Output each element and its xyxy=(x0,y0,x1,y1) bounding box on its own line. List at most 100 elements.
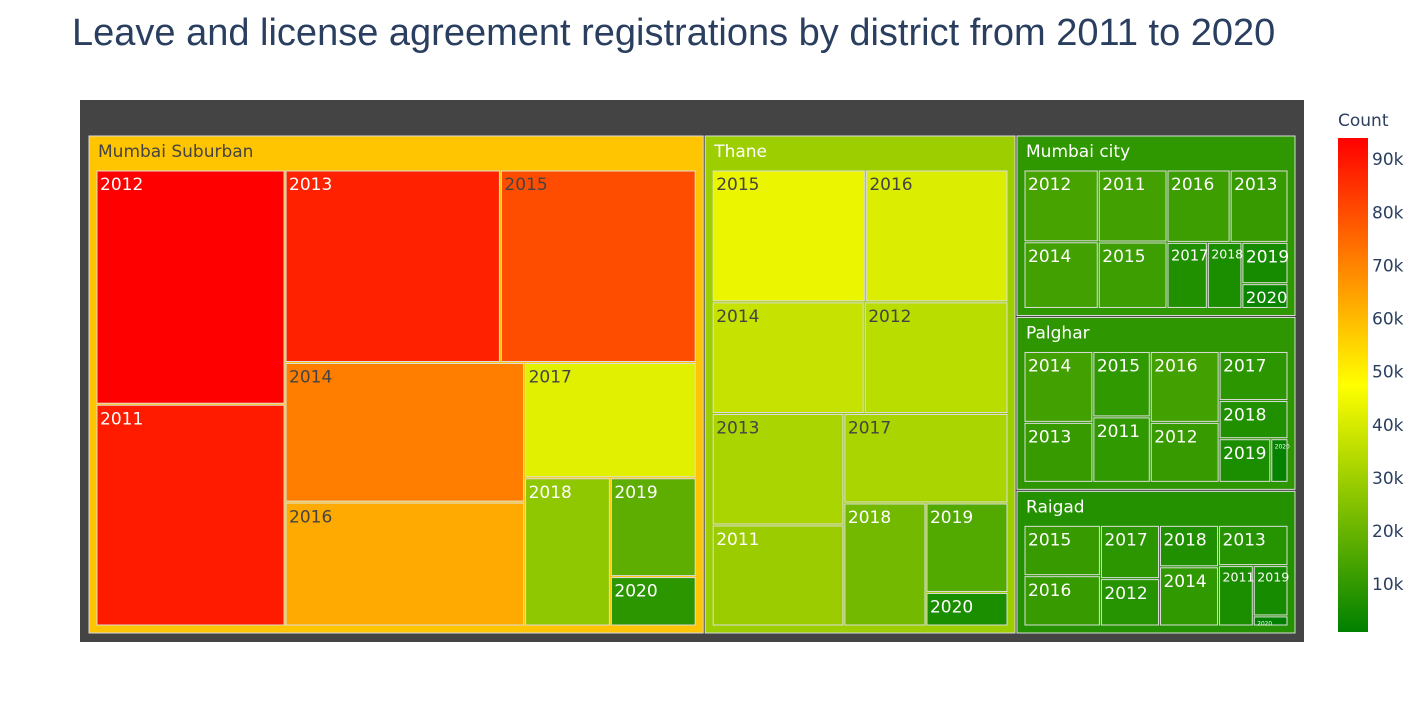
colorbar xyxy=(1338,138,1368,632)
tile-label-thane-2015: 2015 xyxy=(716,175,759,195)
tile-label-mumbai-city-2020: 2020 xyxy=(1246,288,1287,307)
tile-mumbai-suburban-2018 xyxy=(525,478,610,626)
tile-thane-2016 xyxy=(865,170,1008,302)
tile-label-raigad-2018: 2018 xyxy=(1163,530,1206,550)
tile-palghar-2018 xyxy=(1219,401,1288,439)
tile-thane-2020 xyxy=(926,592,1008,626)
tile-raigad-2018 xyxy=(1159,525,1219,567)
tile-raigad-2013 xyxy=(1219,525,1288,566)
tile-label-thane-2017: 2017 xyxy=(848,419,891,439)
tile-raigad-2015 xyxy=(1024,525,1100,576)
tile-mumbai-city-2020 xyxy=(1242,284,1288,308)
tile-label-raigad-2014: 2014 xyxy=(1163,572,1206,592)
tile-label-raigad-2020: 2020 xyxy=(1257,621,1272,627)
tile-thane-2019 xyxy=(926,503,1008,592)
tile-label-mumbai-suburban-2014: 2014 xyxy=(289,368,332,388)
tile-raigad-2012 xyxy=(1100,579,1159,626)
tile-label-palghar-2019: 2019 xyxy=(1223,444,1266,464)
tile-thane-2015 xyxy=(712,170,865,302)
tile-label-mumbai-suburban-2016: 2016 xyxy=(289,507,332,527)
tile-label-raigad-2017: 2017 xyxy=(1104,530,1147,550)
tile-label-mumbai-suburban-2015: 2015 xyxy=(504,175,547,195)
tile-mumbai-suburban-2015 xyxy=(500,170,696,362)
tile-thane-2017 xyxy=(844,414,1008,503)
tile-label-thane-2012: 2012 xyxy=(868,307,911,327)
tile-palghar-2016 xyxy=(1150,351,1219,422)
tile-thane-2011 xyxy=(712,525,844,626)
tile-label-mumbai-suburban-2019: 2019 xyxy=(614,483,657,503)
tile-palghar-2012 xyxy=(1150,422,1219,482)
tile-mumbai-suburban-2013 xyxy=(285,170,500,362)
tile-label-mumbai-suburban-2018: 2018 xyxy=(529,483,572,503)
tile-mumbai-city-2011 xyxy=(1098,170,1167,242)
tile-mumbai-suburban-2014 xyxy=(285,362,525,502)
colorbar-tick-label: 80k xyxy=(1372,203,1404,223)
tile-label-mumbai-suburban-2011: 2011 xyxy=(100,409,143,429)
tile-label-thane-2016: 2016 xyxy=(869,175,912,195)
tile-label-palghar-2018: 2018 xyxy=(1223,406,1266,426)
tile-raigad-2020 xyxy=(1253,616,1288,626)
tile-mumbai-suburban-2016 xyxy=(285,502,525,626)
tile-label-palghar-2017: 2017 xyxy=(1223,357,1266,377)
tile-thane-2014 xyxy=(712,302,864,414)
tile-label-mumbai-city-2017: 2017 xyxy=(1171,247,1208,264)
tile-palghar-2017 xyxy=(1219,351,1288,401)
tile-palghar-2015 xyxy=(1093,351,1150,417)
tile-palghar-2019 xyxy=(1219,439,1271,482)
tile-raigad-2014 xyxy=(1159,567,1219,626)
tile-palghar-2020 xyxy=(1271,439,1288,482)
tile-mumbai-suburban-2017 xyxy=(525,362,696,478)
tile-palghar-2011 xyxy=(1093,417,1150,482)
colorbar-tick-label: 40k xyxy=(1372,416,1404,436)
tile-mumbai-city-2016 xyxy=(1167,170,1230,242)
tile-label-thane-2019: 2019 xyxy=(930,508,973,528)
colorbar-tick-label: 20k xyxy=(1372,522,1404,542)
tile-label-palghar-2015: 2015 xyxy=(1097,357,1140,377)
colorbar-tick-label: 10k xyxy=(1372,575,1404,595)
tile-label-mumbai-city-2016: 2016 xyxy=(1171,175,1214,195)
tile-label-mumbai-city-2018: 2018 xyxy=(1211,246,1243,261)
district-label-mumbai-city: Mumbai city xyxy=(1026,142,1130,162)
tile-raigad-2019 xyxy=(1253,566,1288,616)
colorbar-tick-label: 90k xyxy=(1372,150,1404,170)
district-label-mumbai-suburban: Mumbai Suburban xyxy=(98,142,253,162)
district-label-thane: Thane xyxy=(713,142,767,162)
colorbar-tick-label: 60k xyxy=(1372,310,1404,330)
tile-label-mumbai-city-2014: 2014 xyxy=(1028,247,1071,267)
tile-label-raigad-2013: 2013 xyxy=(1223,530,1266,550)
colorbar-tick-label: 30k xyxy=(1372,469,1404,489)
tile-label-mumbai-city-2011: 2011 xyxy=(1102,175,1145,195)
colorbar-tick-label: 70k xyxy=(1372,256,1404,276)
district-label-raigad: Raigad xyxy=(1026,497,1085,517)
tile-mumbai-city-2018 xyxy=(1207,242,1242,308)
tile-label-mumbai-suburban-2013: 2013 xyxy=(289,175,332,195)
tile-palghar-2014 xyxy=(1024,351,1093,422)
colorbar-tick-label: 50k xyxy=(1372,363,1404,383)
tile-label-raigad-2011: 2011 xyxy=(1223,570,1255,585)
tile-palghar-2013 xyxy=(1024,422,1093,482)
chart-title: Leave and license agreement registration… xyxy=(72,12,1276,54)
tile-label-palghar-2012: 2012 xyxy=(1154,428,1197,448)
tile-label-raigad-2019: 2019 xyxy=(1257,570,1289,585)
tile-raigad-2016 xyxy=(1024,576,1100,626)
tile-label-thane-2014: 2014 xyxy=(716,307,759,327)
tile-mumbai-city-2013 xyxy=(1230,170,1288,242)
tile-label-palghar-2016: 2016 xyxy=(1154,357,1197,377)
tile-label-thane-2020: 2020 xyxy=(930,598,973,618)
tile-label-mumbai-suburban-2020: 2020 xyxy=(614,582,657,602)
tile-label-thane-2018: 2018 xyxy=(848,508,891,528)
tile-label-palghar-2020: 2020 xyxy=(1275,444,1290,450)
district-label-palghar: Palghar xyxy=(1026,323,1090,343)
tile-thane-2018 xyxy=(844,503,926,626)
tile-thane-2012 xyxy=(864,302,1008,414)
tile-raigad-2017 xyxy=(1100,525,1159,579)
tile-mumbai-city-2012 xyxy=(1024,170,1098,242)
tile-label-mumbai-city-2013: 2013 xyxy=(1234,175,1277,195)
tile-mumbai-suburban-2012 xyxy=(96,170,285,404)
tile-mumbai-city-2015 xyxy=(1098,242,1167,308)
tile-label-palghar-2014: 2014 xyxy=(1028,357,1071,377)
tile-mumbai-suburban-2019 xyxy=(610,478,696,577)
tile-label-raigad-2012: 2012 xyxy=(1104,584,1147,604)
tile-raigad-2011 xyxy=(1219,566,1253,626)
